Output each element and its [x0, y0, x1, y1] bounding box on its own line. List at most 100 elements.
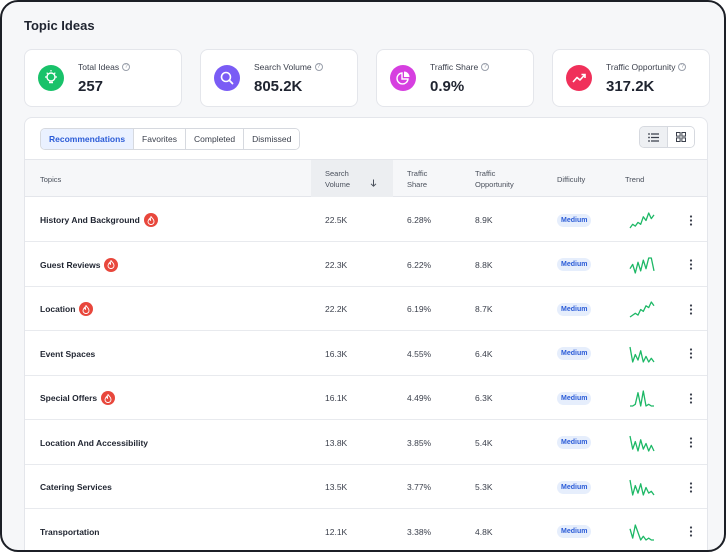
stat-value: 257	[78, 78, 104, 95]
more-vertical-icon	[689, 303, 693, 315]
stat-card-total-ideas: Total Ideas? 257	[24, 49, 182, 107]
col-traffic-opportunity[interactable]: Traffic Opportunity	[475, 169, 514, 189]
pie-chart-icon	[390, 65, 416, 91]
more-vertical-icon	[689, 214, 693, 226]
help-icon[interactable]: ?	[481, 63, 490, 71]
filter-tabs: Recommendations Favorites Completed Dism…	[40, 128, 301, 150]
difficulty-badge: Medium	[557, 391, 592, 405]
col-trend: Trend	[625, 175, 645, 184]
traffic-opportunity-cell: 4.8K	[475, 526, 493, 537]
search-volume-cell: 16.3K	[325, 348, 348, 359]
traffic-opportunity-cell: 8.9K	[475, 215, 493, 225]
stat-label: Traffic Share	[430, 62, 479, 72]
list-view-button[interactable]	[640, 127, 667, 147]
topic-name[interactable]: Special Offers	[40, 393, 98, 403]
traffic-opportunity-cell: 6.4K	[475, 348, 493, 359]
trend-line	[629, 435, 655, 452]
topic-cell: Catering Services	[40, 465, 112, 509]
traffic-share-cell: 4.55%	[407, 348, 432, 359]
stat-value: 0.9%	[430, 78, 465, 95]
more-options-button[interactable]	[689, 198, 693, 242]
help-icon[interactable]: ?	[314, 63, 323, 71]
traffic-share-cell: 3.77%	[407, 482, 432, 492]
table-row[interactable]: Transportation 12.1K 3.38% 4.8K Medium	[25, 510, 707, 551]
more-options-button[interactable]	[689, 421, 693, 465]
more-options-button[interactable]	[689, 510, 693, 551]
trend-cell	[629, 421, 655, 465]
topic-name[interactable]: Location And Accessibility	[40, 437, 149, 448]
trend-sparkline	[629, 523, 654, 541]
topic-name[interactable]: History And Background	[40, 215, 140, 225]
tab-completed[interactable]: Completed	[186, 129, 245, 149]
difficulty-cell: Medium	[557, 510, 592, 551]
view-toggle	[639, 126, 695, 148]
trend-line	[629, 479, 655, 496]
topic-name[interactable]: Guest Reviews	[40, 259, 101, 270]
table-row[interactable]: Catering Services 13.5K 3.77% 5.3K Mediu…	[25, 465, 707, 509]
traffic-share-cell: 3.38%	[407, 526, 432, 537]
trend-line	[629, 301, 655, 318]
trend-cell	[629, 287, 655, 331]
search-volume-cell: 16.1K	[325, 393, 348, 403]
difficulty-badge: Medium	[557, 258, 592, 271]
more-vertical-icon	[689, 481, 693, 493]
more-vertical-icon	[689, 392, 693, 404]
traffic-opportunity-cell: 8.8K	[475, 259, 493, 270]
table-row[interactable]: Guest Reviews 22.3K 6.22% 8.8K Medium	[25, 243, 707, 287]
topic-name[interactable]: Location	[40, 304, 76, 314]
difficulty-cell: Medium	[557, 243, 592, 287]
traffic-share-cell: 6.22%	[407, 259, 432, 270]
col-search-volume[interactable]: Search Volume	[325, 169, 351, 189]
stat-card-traffic-opportunity: Traffic Opportunity? 317.2K	[552, 49, 710, 107]
search-volume-cell: 22.5K	[325, 215, 348, 225]
help-icon[interactable]: ?	[678, 63, 687, 71]
grid-view-button[interactable]	[667, 127, 694, 147]
table-row[interactable]: Location 22.2K 6.19% 8.7K Medium	[25, 287, 707, 331]
topic-name[interactable]: Catering Services	[40, 482, 112, 492]
more-options-button[interactable]	[689, 465, 693, 509]
topic-cell: Location	[40, 287, 94, 331]
difficulty-cell: Medium	[557, 198, 592, 242]
stat-label: Search Volume	[254, 62, 312, 72]
topic-name[interactable]: Event Spaces	[40, 348, 96, 359]
trend-line	[630, 390, 654, 407]
tab-recommendations[interactable]: Recommendations	[41, 129, 135, 149]
trend-cell	[629, 198, 655, 242]
lightbulb-icon	[38, 65, 64, 91]
topic-name[interactable]: Transportation	[40, 526, 100, 537]
table-row[interactable]: History And Background 22.5K 6.28% 8.9K …	[25, 198, 707, 242]
table-row[interactable]: Location And Accessibility 13.8K 3.85% 5…	[25, 421, 707, 465]
search-volume-cell: 12.1K	[325, 526, 348, 537]
search-volume-cell: 22.3K	[325, 259, 348, 270]
trending-flame-icon	[79, 302, 94, 316]
trend-sparkline	[629, 479, 655, 496]
help-icon[interactable]: ?	[122, 63, 131, 71]
more-options-button[interactable]	[689, 332, 693, 376]
tab-dismissed[interactable]: Dismissed	[244, 129, 300, 149]
more-options-button[interactable]	[689, 243, 693, 287]
trend-line	[629, 346, 655, 363]
stat-value: 317.2K	[606, 78, 655, 95]
trend-sparkline	[629, 301, 655, 318]
trending-flame-icon	[104, 257, 119, 272]
topics-panel: Recommendations Favorites Completed Dism…	[24, 117, 708, 551]
col-traffic-share[interactable]: Traffic Share	[407, 169, 428, 189]
table-row[interactable]: Event Spaces 16.3K 4.55% 6.4K Medium	[25, 332, 707, 376]
more-vertical-icon	[689, 526, 693, 537]
more-options-button[interactable]	[689, 376, 693, 420]
tab-favorites[interactable]: Favorites	[134, 129, 187, 149]
traffic-opportunity-cell: 8.7K	[475, 304, 493, 314]
table-row[interactable]: Special Offers 16.1K 4.49% 6.3K Medium	[25, 376, 707, 420]
col-difficulty: Difficulty	[557, 175, 586, 184]
traffic-share-cell: 6.19%	[407, 304, 432, 314]
difficulty-cell: Medium	[557, 376, 592, 420]
difficulty-cell: Medium	[557, 421, 592, 465]
more-options-button[interactable]	[689, 287, 693, 331]
difficulty-cell: Medium	[557, 287, 592, 331]
topic-cell: Transportation	[40, 510, 100, 551]
difficulty-badge: Medium	[557, 213, 592, 227]
traffic-share-cell: 3.85%	[407, 437, 432, 448]
difficulty-badge: Medium	[557, 525, 592, 538]
sort-desc-icon[interactable]	[370, 179, 377, 187]
